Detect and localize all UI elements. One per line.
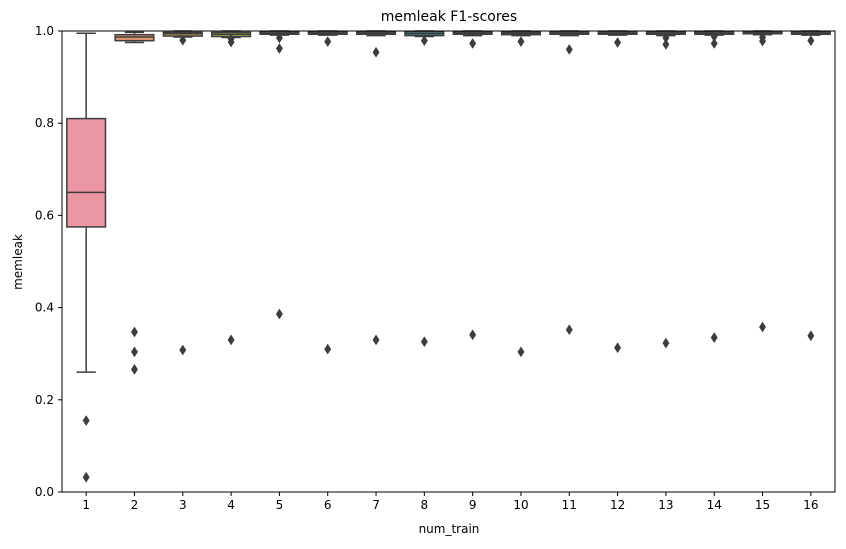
x-tick-label: 3 [179,498,187,512]
outlier-point [227,334,235,346]
x-tick-label: 1 [82,498,90,512]
box-group-1 [66,32,107,483]
outlier-point [275,32,283,44]
outlier-point [565,43,573,55]
outlier-point [469,37,477,49]
outlier-point [469,329,477,341]
outlier-point [372,46,380,58]
y-tick-label: 0.8 [35,116,54,130]
x-tick-label: 5 [276,498,284,512]
x-axis-label: num_train [419,522,480,536]
x-tick-label: 13 [658,498,673,512]
outlier-point [179,344,187,356]
y-tick-label: 1.0 [35,24,54,38]
x-tick-label: 6 [324,498,332,512]
outlier-point [130,363,138,375]
outlier-point [420,35,428,47]
box-group-8 [404,30,445,348]
x-tick-label: 12 [610,498,625,512]
box-group-5 [259,30,300,320]
outlier-point [807,330,815,342]
axes: 0.00.20.40.60.81.01 2 3 4 5 6 7 8 9 10 11 12 13 14 15 1… [35,24,836,512]
outlier-point [662,337,670,349]
outlier-point [82,471,90,483]
outlier-point [130,346,138,358]
outlier-point [710,37,718,49]
plot-frame [61,30,836,493]
outlier-point [324,343,332,355]
x-tick-label: 10 [513,498,528,512]
x-tick-label: 7 [372,498,380,512]
outlier-point [517,36,525,48]
x-tick-label: 16 [803,498,818,512]
box-group-3 [162,30,203,356]
outlier-point [759,35,767,47]
outlier-point [662,38,670,50]
outlier-point [759,321,767,333]
outlier-point [614,37,622,48]
outlier-point [517,346,525,358]
box-group-6 [307,30,348,355]
outlier-point [710,332,718,344]
box-group-12 [597,30,638,354]
outlier-point [324,36,332,48]
outlier-point [130,326,138,338]
box-group-16 [790,30,831,342]
x-tick-label: 11 [562,498,577,512]
box-group-14 [694,30,735,344]
box-group-2 [114,31,155,375]
box-group-13 [645,30,686,349]
outlier-point [420,336,428,348]
x-tick-label: 8 [421,498,429,512]
box-group-7 [355,30,397,346]
box-group-11 [549,30,590,336]
x-tick-label: 4 [227,498,235,512]
box-group-10 [500,30,542,358]
y-tick-label: 0.0 [35,485,54,499]
y-tick-label: 0.6 [35,208,54,222]
outlier-point [227,36,235,48]
chart-title: memleak F1-scores [381,9,517,25]
y-tick-label: 0.2 [35,393,54,407]
outlier-point [372,334,380,346]
plot-area [66,30,831,483]
box-group-4 [211,30,252,346]
box-body [66,117,107,228]
x-tick-label: 14 [707,498,722,512]
outlier-point [807,35,815,47]
box-group-9 [452,30,493,341]
outlier-point [614,342,622,354]
outlier-point [275,43,283,54]
outlier-point [275,308,283,320]
y-axis-label: memleak [11,234,25,290]
x-tick-label: 9 [469,498,477,512]
x-tick-label: 15 [755,498,770,512]
outlier-point [82,415,90,427]
outlier-point [179,34,187,46]
box-group-15 [742,30,783,333]
outlier-point [565,324,573,336]
y-tick-label: 0.4 [35,301,54,315]
x-tick-label: 2 [131,498,139,512]
